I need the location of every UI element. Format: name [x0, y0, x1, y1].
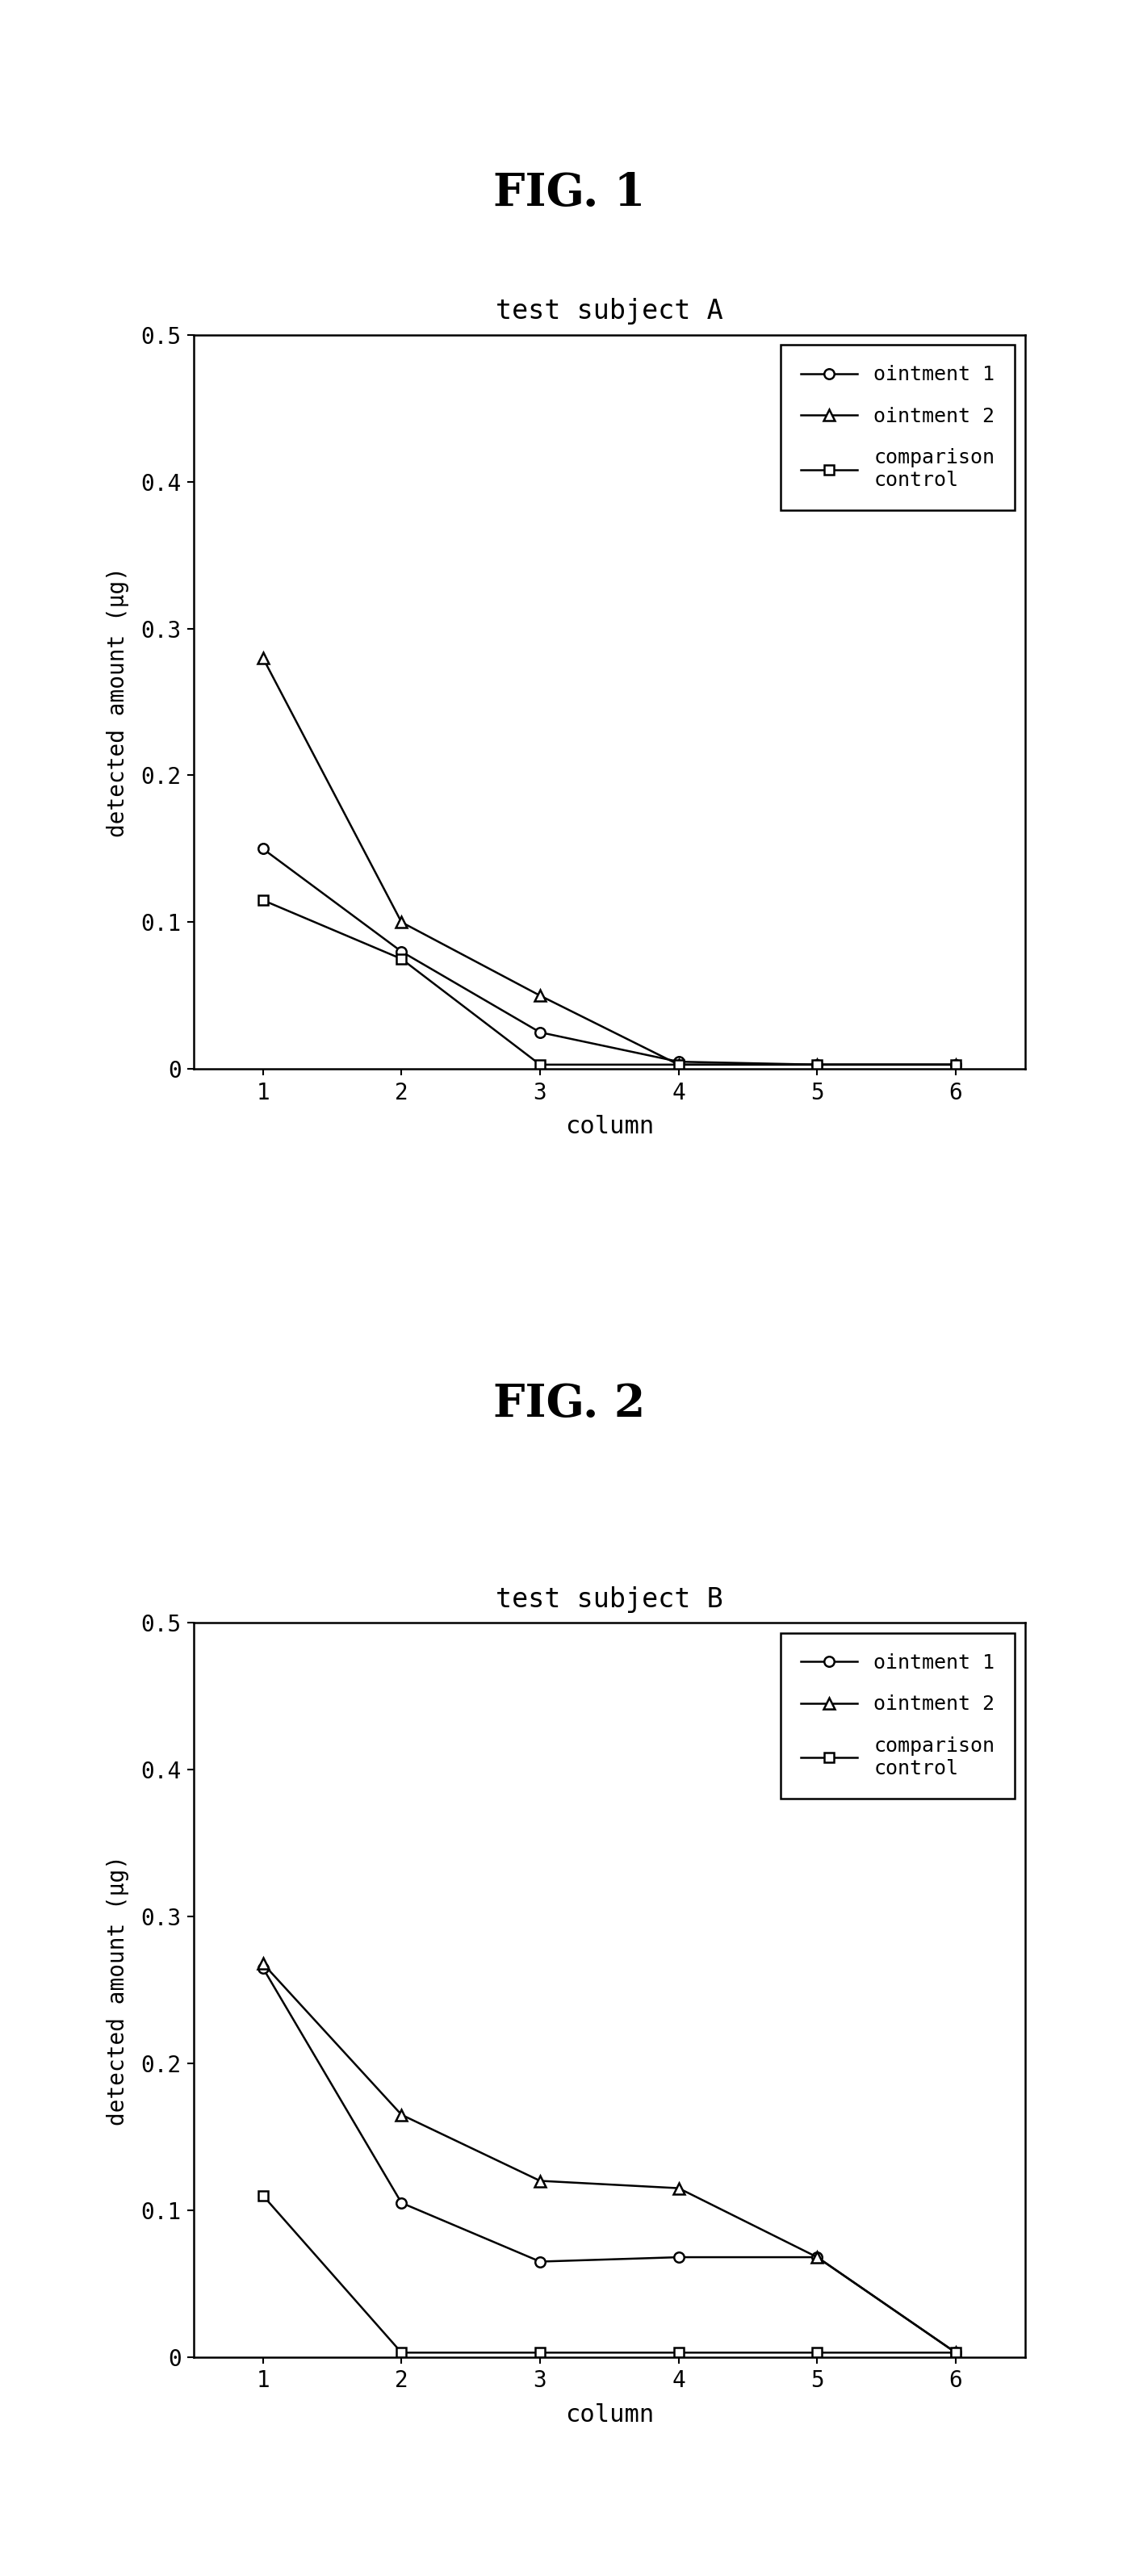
X-axis label: column: column — [565, 2403, 654, 2427]
Title: test subject B: test subject B — [495, 1587, 723, 1613]
Y-axis label: detected amount (μg): detected amount (μg) — [107, 567, 130, 837]
Text: FIG. 2: FIG. 2 — [493, 1381, 646, 1427]
Legend: ointment 1, ointment 2, comparison
control: ointment 1, ointment 2, comparison contr… — [781, 1633, 1015, 1798]
X-axis label: column: column — [565, 1115, 654, 1139]
Legend: ointment 1, ointment 2, comparison
control: ointment 1, ointment 2, comparison contr… — [781, 345, 1015, 510]
Title: test subject A: test subject A — [495, 299, 723, 325]
Text: FIG. 1: FIG. 1 — [493, 170, 646, 216]
Y-axis label: detected amount (μg): detected amount (μg) — [107, 1855, 130, 2125]
